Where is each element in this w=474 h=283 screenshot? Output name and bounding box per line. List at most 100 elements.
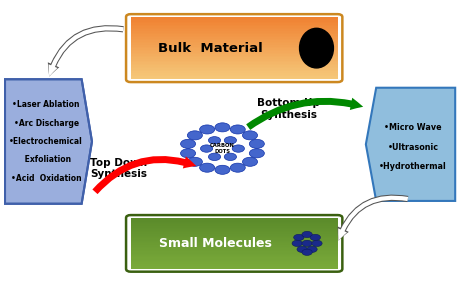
Polygon shape (5, 185, 82, 188)
FancyBboxPatch shape (131, 67, 337, 68)
Circle shape (200, 163, 215, 172)
FancyBboxPatch shape (131, 252, 337, 254)
FancyBboxPatch shape (131, 241, 337, 242)
FancyBboxPatch shape (131, 76, 337, 78)
FancyBboxPatch shape (131, 238, 337, 239)
Circle shape (292, 240, 302, 246)
Circle shape (183, 125, 262, 172)
FancyBboxPatch shape (131, 64, 337, 65)
Polygon shape (5, 117, 82, 120)
Polygon shape (5, 110, 82, 113)
FancyBboxPatch shape (131, 78, 337, 79)
FancyBboxPatch shape (131, 44, 337, 45)
FancyBboxPatch shape (131, 219, 337, 220)
Text: •Arc Discharge: •Arc Discharge (14, 119, 79, 128)
FancyBboxPatch shape (131, 42, 337, 43)
Circle shape (243, 131, 257, 140)
Polygon shape (5, 132, 82, 135)
Text: •Micro Wave: •Micro Wave (384, 123, 442, 132)
Polygon shape (5, 101, 82, 104)
Polygon shape (5, 123, 82, 126)
FancyBboxPatch shape (131, 260, 337, 261)
FancyBboxPatch shape (131, 226, 337, 227)
Text: •Acid  Oxidation: •Acid Oxidation (11, 174, 82, 183)
Polygon shape (5, 179, 82, 182)
Polygon shape (5, 160, 82, 163)
FancyBboxPatch shape (131, 51, 337, 53)
FancyBboxPatch shape (131, 237, 337, 238)
Ellipse shape (300, 28, 333, 68)
Polygon shape (5, 135, 82, 138)
FancyBboxPatch shape (131, 236, 337, 237)
Circle shape (294, 234, 304, 241)
Polygon shape (5, 82, 82, 85)
Polygon shape (5, 79, 82, 82)
Polygon shape (5, 173, 82, 176)
FancyBboxPatch shape (131, 239, 337, 241)
FancyBboxPatch shape (131, 224, 337, 226)
FancyArrowPatch shape (246, 98, 363, 130)
Polygon shape (5, 126, 82, 129)
Polygon shape (5, 166, 82, 170)
FancyBboxPatch shape (131, 20, 337, 22)
FancyBboxPatch shape (131, 263, 337, 264)
Polygon shape (5, 170, 82, 173)
Polygon shape (5, 154, 82, 157)
FancyBboxPatch shape (131, 47, 337, 48)
FancyBboxPatch shape (131, 50, 337, 51)
Polygon shape (5, 89, 82, 92)
Circle shape (201, 145, 213, 152)
Text: Bulk  Material: Bulk Material (158, 42, 263, 55)
Circle shape (181, 139, 196, 148)
Text: Bottom Up
Synthesis: Bottom Up Synthesis (257, 98, 320, 120)
Circle shape (232, 145, 245, 152)
FancyBboxPatch shape (131, 223, 337, 224)
FancyBboxPatch shape (131, 45, 337, 46)
FancyBboxPatch shape (131, 245, 337, 246)
Circle shape (302, 249, 312, 255)
FancyBboxPatch shape (131, 251, 337, 252)
Polygon shape (5, 157, 82, 160)
Polygon shape (5, 129, 82, 132)
Circle shape (181, 149, 196, 158)
FancyBboxPatch shape (131, 22, 337, 23)
Polygon shape (5, 198, 82, 201)
FancyBboxPatch shape (131, 243, 337, 245)
FancyBboxPatch shape (131, 29, 337, 31)
Circle shape (224, 153, 237, 160)
Polygon shape (5, 163, 82, 166)
Polygon shape (5, 142, 82, 145)
FancyBboxPatch shape (131, 266, 337, 268)
Text: •Ultrasonic: •Ultrasonic (387, 143, 438, 152)
Polygon shape (5, 104, 82, 107)
FancyBboxPatch shape (131, 54, 337, 56)
Circle shape (224, 137, 237, 144)
FancyBboxPatch shape (131, 31, 337, 33)
Circle shape (312, 240, 322, 246)
FancyArrowPatch shape (92, 156, 196, 194)
Polygon shape (5, 201, 82, 204)
FancyBboxPatch shape (131, 268, 337, 269)
FancyBboxPatch shape (131, 26, 337, 28)
FancyBboxPatch shape (131, 23, 337, 25)
Circle shape (302, 240, 312, 246)
Circle shape (230, 125, 245, 134)
FancyArrowPatch shape (338, 196, 408, 241)
FancyBboxPatch shape (131, 57, 337, 59)
FancyBboxPatch shape (131, 68, 337, 70)
Circle shape (297, 246, 307, 252)
FancyBboxPatch shape (131, 265, 337, 266)
Text: DOTS: DOTS (214, 149, 230, 154)
FancyBboxPatch shape (131, 33, 337, 34)
Polygon shape (5, 113, 82, 117)
FancyBboxPatch shape (131, 48, 337, 50)
FancyBboxPatch shape (131, 255, 337, 256)
Circle shape (215, 165, 230, 174)
Polygon shape (5, 107, 82, 110)
Circle shape (209, 153, 220, 160)
Polygon shape (5, 138, 82, 142)
Polygon shape (5, 188, 82, 191)
Text: CARBON: CARBON (210, 143, 235, 148)
FancyBboxPatch shape (131, 39, 337, 40)
FancyBboxPatch shape (131, 220, 337, 222)
